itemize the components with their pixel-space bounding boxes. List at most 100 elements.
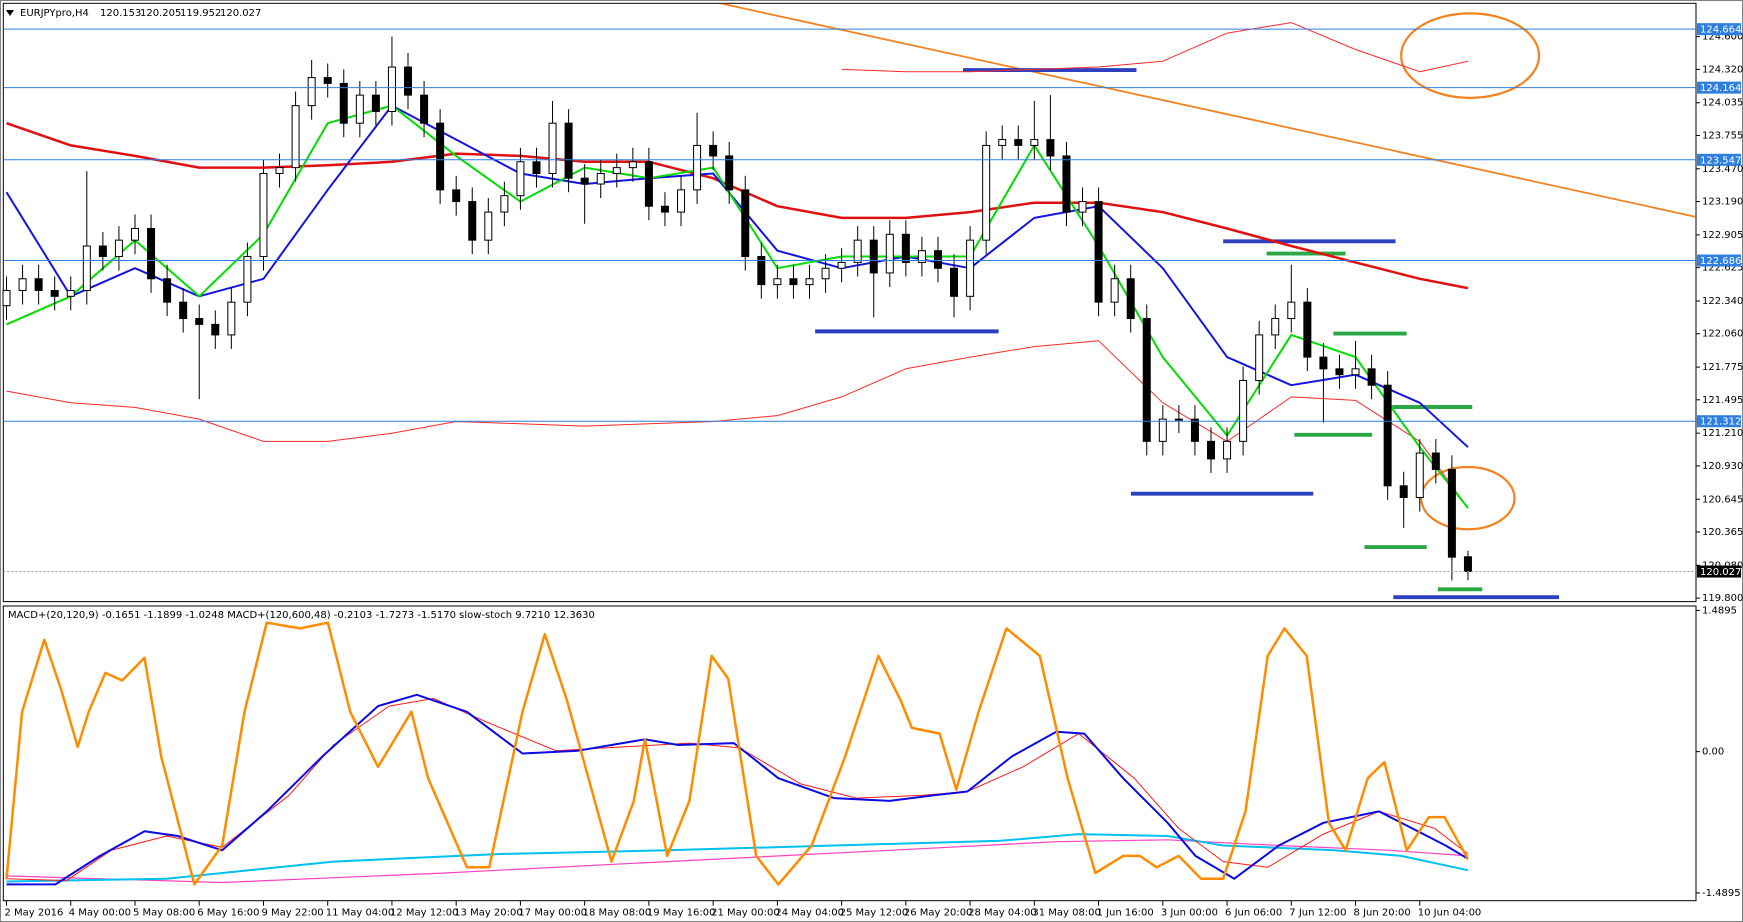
candle-body (901, 233, 910, 263)
x-tick-label: 26 May 20:00 (904, 908, 973, 919)
y-tick-label: 123.470 (1702, 164, 1743, 175)
level-label: 122.686 (1700, 256, 1741, 267)
candle-body (1319, 356, 1328, 370)
x-tick-label: 4 May 00:00 (69, 908, 131, 919)
candle-body (966, 239, 975, 297)
candle-body (1030, 139, 1039, 146)
y-tick-label: 124.320 (1702, 64, 1743, 75)
candle-body (1158, 418, 1167, 442)
green-segments (1266, 251, 1483, 592)
last-price-box (1697, 565, 1741, 578)
x-tick-label: 10 Jun 04:00 (1418, 908, 1482, 919)
candle-body (773, 278, 782, 286)
x-tick-label: 21 May 00:00 (711, 908, 780, 919)
support-resistance-lines (815, 68, 1560, 600)
candle-body (725, 155, 734, 191)
candle-body (452, 189, 461, 203)
candle-body (1078, 201, 1087, 213)
candle-body (789, 278, 798, 286)
candle-body (869, 239, 878, 274)
ohlc-value: 120.205 (140, 8, 181, 19)
candle-body (1431, 452, 1440, 470)
y-tick-label: 122.625 (1702, 263, 1743, 274)
candle-body (677, 189, 686, 213)
candle-body (950, 267, 959, 297)
candle-body (130, 227, 139, 241)
candle-body (821, 267, 830, 280)
candle-body (1335, 368, 1344, 376)
candle-body (1255, 334, 1264, 382)
candle-body (805, 278, 814, 286)
candle-body (1062, 155, 1071, 213)
x-tick-label: 8 Jun 20:00 (1354, 908, 1411, 919)
candle-body (195, 318, 204, 325)
x-tick-label: 31 May 08:00 (1032, 908, 1101, 919)
candle-body (1190, 418, 1199, 442)
candle-body (227, 301, 236, 336)
candle-body (580, 177, 589, 185)
candle-body (211, 323, 220, 336)
trend-line (720, 3, 1696, 218)
candle-body (1206, 440, 1215, 460)
level-label-box (1697, 254, 1741, 267)
candle-body (548, 122, 557, 174)
candle-body (628, 161, 637, 169)
y-tick-label: 121.775 (1702, 362, 1743, 373)
candle-body (837, 261, 846, 269)
candle-body (275, 167, 284, 174)
candle-body (243, 256, 252, 303)
x-tick-label: 19 May 16:00 (647, 908, 716, 919)
candle-body (18, 278, 27, 291)
y-tick-label: 1.4895 (1702, 605, 1737, 616)
x-tick-label: 24 May 04:00 (775, 908, 844, 919)
candle-body (323, 77, 332, 84)
y-tick-label: 120.930 (1702, 461, 1743, 472)
candle-body (66, 289, 75, 297)
highlight-circle (1400, 12, 1541, 99)
y-tick-label: 124.600 (1702, 32, 1743, 43)
candle-body (98, 245, 107, 258)
candle-body (933, 250, 942, 269)
chart-title: EURJPYpro,H4 (20, 8, 89, 19)
x-tick-label: 17 May 00:00 (518, 908, 587, 919)
candle-body (1287, 301, 1296, 320)
level-label: 121.312 (1700, 417, 1741, 428)
candle-body (500, 195, 509, 213)
candle-body (1126, 278, 1135, 320)
ohlc-value: 120.027 (220, 8, 261, 19)
y-tick-label: 121.495 (1702, 395, 1743, 406)
candle-body (596, 172, 605, 185)
candle-body (1415, 452, 1424, 498)
candle-body (179, 301, 188, 320)
drawn-objects (720, 3, 1696, 600)
ohlc-value: 119.952 (180, 8, 221, 19)
x-tick-label: 18 May 08:00 (583, 908, 652, 919)
y-tick-label: 124.035 (1702, 98, 1743, 109)
x-tick-label: 6 May 16:00 (197, 908, 259, 919)
y-tick-label: 123.190 (1702, 197, 1743, 208)
candle-body (1463, 556, 1472, 573)
candle-body (1303, 301, 1312, 358)
y-tick-label: 119.800 (1702, 593, 1743, 604)
candle-body (917, 250, 926, 263)
candle-body (612, 167, 621, 174)
candle-body (468, 201, 477, 241)
x-tick-label: 2 May 2016 (5, 908, 64, 919)
candle-body (420, 94, 429, 124)
y-tick-label: 121.210 (1702, 428, 1743, 439)
indicator-line (841, 22, 1469, 73)
indicator-line (6, 693, 1469, 886)
candle-body (532, 161, 541, 174)
menu-arrow[interactable] (6, 10, 14, 16)
indicator-pane-frame (2, 605, 1697, 902)
y-tick-label: 120.645 (1702, 494, 1743, 505)
candle-body (355, 94, 364, 124)
level-label-box (1697, 23, 1741, 36)
candle-body (982, 144, 991, 241)
candle-body (1239, 380, 1248, 442)
x-tick-label: 5 May 08:00 (133, 908, 195, 919)
candle-body (1110, 278, 1119, 303)
